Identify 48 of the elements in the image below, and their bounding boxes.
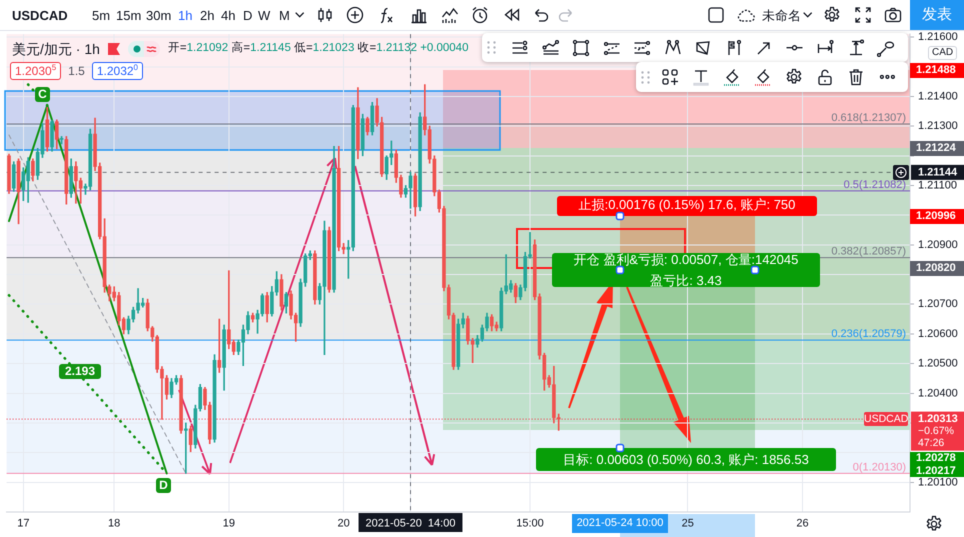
annotation: 盈亏比: 3.43 [649,273,723,288]
x-tick-label: 19 [222,518,235,530]
annotation: D [156,478,171,493]
text: CAD [928,46,958,60]
y-tick-label: 1.21300 [918,120,958,132]
annotation: 1.2032$^{0}$ [92,62,143,80]
annotation: 开仓 盈利&亏损: 0.00507, 仓量:142045 [572,252,800,267]
y-tick-label: 1.20100 [918,476,958,488]
y-tick-label: 1.20500 [918,358,958,370]
y-tick-label: 1.21400 [918,90,958,102]
x-tick-label: 26 [796,518,809,530]
text: 1.20820 [910,261,964,276]
ref-line-label: 0.236(1.20579) [831,328,906,340]
text: 1.21488 [910,63,964,78]
x-tick-label: 17 [17,518,30,530]
ref-line-label: 0.382(1.20857) [831,246,906,258]
ref-line-label: 0.5(1.21082) [844,178,906,191]
annotation: 1.5 [68,64,85,78]
ref-line-label: 0.618(1.21307) [831,112,906,124]
annotation: USDCAD [864,412,908,426]
y-tick-label: 1.20600 [918,328,958,340]
annotation: 美元/加元 · 1h [12,40,100,56]
x-tick-label: 15:00 [516,518,544,530]
candlestick [60,136,64,144]
x-tick-label: 18 [108,518,120,530]
legend-label: 1.20313 −0.67% 47:26 [918,413,958,449]
annotation: 目标: 0.00603 (0.50%) 60.3, 账户: 1856.53 [562,452,810,468]
x-tick-label: 25 [682,518,694,530]
y-tick-label: 1.20900 [918,238,958,251]
y-tick-label: 1.20700 [918,298,958,310]
text: 1.20217 [910,464,964,477]
text: 2021-05-24 10:00 [572,514,668,533]
text: 1.21224 [910,141,964,156]
annotation: 2.193 [59,364,101,379]
y-tick-label: 1.21600 [918,30,958,43]
annotation: 1.2030$^{5}$ [10,62,62,80]
annotation: 止损:0.00176 (0.15%) 17.6, 账户: 750 [578,197,796,212]
header-panel: USDCAD 5m 15m 30m 1h 2h 4h D W M 未命名 发表 [0,0,964,31]
text: 1.20996 [910,209,964,224]
text: 开=1.21092 高=1.21145 低=1.21023 收=1.21132 +0.00040 [168,42,468,54]
annotation: C [35,87,50,102]
x-tick-label: 2021-05-20 14:00 [366,518,456,530]
y-tick-label: 1.20400 [918,387,958,400]
ref-line-label: 0(1.20130) [852,461,906,474]
text: 1.20278 [910,452,964,464]
ref-line-label: 1.21144 [918,166,958,178]
x-tick-label: 20 [337,518,350,530]
y-tick-label: 1.21100 [918,179,957,192]
